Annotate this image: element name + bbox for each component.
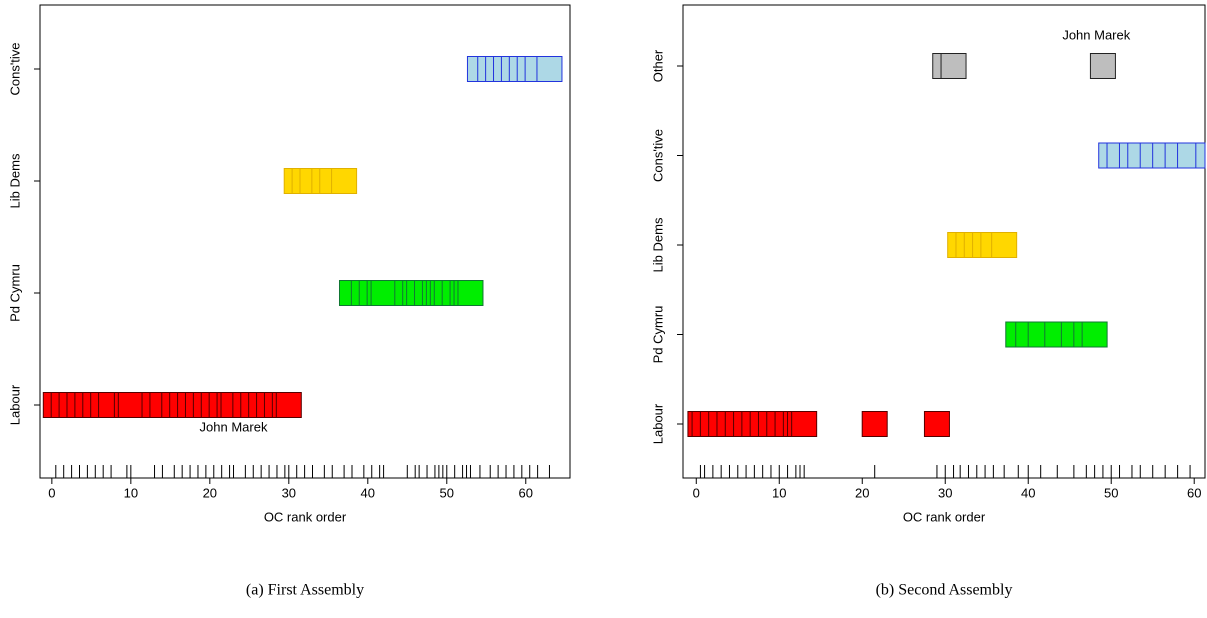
point <box>457 280 484 306</box>
x-tick-label: 10 <box>124 485 138 500</box>
cap caption: (a) First Assembly <box>246 582 364 599</box>
plot-frame <box>682 4 1206 479</box>
y-tick-label: Cons'tive <box>650 129 665 182</box>
x-tick-label: 10 <box>772 485 786 500</box>
point <box>536 56 563 82</box>
y-tick-label: Labour <box>7 384 22 425</box>
x-tick-label: 50 <box>440 485 454 500</box>
point <box>331 168 358 194</box>
x-tick-label: 20 <box>203 485 217 500</box>
x-tick-label: 30 <box>282 485 296 500</box>
point <box>1195 142 1206 169</box>
x-tick-label: 60 <box>519 485 533 500</box>
point <box>1089 53 1116 79</box>
point <box>370 280 397 306</box>
y-tick-label: Lib Dems <box>650 217 665 272</box>
annotation: John Marek <box>1062 27 1130 42</box>
point <box>1081 321 1108 348</box>
x-tick-label: 30 <box>938 485 952 500</box>
x-tick-label: 0 <box>48 485 55 500</box>
x-axis-label: OC rank order <box>264 509 347 524</box>
point <box>940 53 967 79</box>
point <box>117 392 144 418</box>
y-tick-label: Cons'tive <box>7 42 22 95</box>
point <box>791 411 818 437</box>
point <box>923 411 950 437</box>
cap caption: (b) Second Assembly <box>876 582 1013 599</box>
y-tick-label: Pd Cymru <box>7 264 22 322</box>
y-tick-label: Lib Dems <box>7 153 22 208</box>
x-tick-label: 50 <box>1104 485 1118 500</box>
y-tick-label: Labour <box>650 403 665 444</box>
x-axis-label: OC rank order <box>903 509 986 524</box>
x-tick-label: 40 <box>1021 485 1035 500</box>
x-tick-label: 40 <box>361 485 375 500</box>
y-tick-label: Other <box>650 49 665 82</box>
annotation: John Marek <box>200 419 268 434</box>
x-tick-label: 20 <box>855 485 869 500</box>
x-tick-label: 60 <box>1187 485 1201 500</box>
y-tick-label: Pd Cymru <box>650 306 665 364</box>
point <box>275 392 302 418</box>
point <box>991 232 1018 258</box>
x-tick-label: 0 <box>693 485 700 500</box>
point <box>861 411 888 437</box>
